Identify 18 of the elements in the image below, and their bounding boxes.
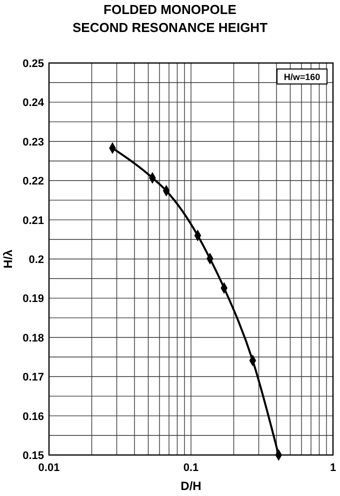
y-tick-label: 0.25 <box>22 58 44 70</box>
y-tick-label: 0.22 <box>22 176 44 188</box>
chart-title: FOLDED MONOPOLE SECOND RESONANCE HEIGHT <box>72 2 268 35</box>
y-tick-label: 0.24 <box>22 97 45 110</box>
y-tick-label: 0.17 <box>22 372 44 384</box>
y-tick-label: 0.19 <box>22 293 44 306</box>
annotation: H/w=160 <box>284 72 320 82</box>
y-tick-label: 0.2 <box>28 254 44 266</box>
y-tick-label: 0.16 <box>22 410 44 423</box>
y-tick-label: 0.23 <box>22 136 44 148</box>
y-tick-label: 0.18 <box>22 332 44 344</box>
x-tick-label: 0.01 <box>38 462 60 474</box>
y-axis-title: H/λ <box>1 249 15 268</box>
y-tick-label: 0.15 <box>22 450 44 462</box>
x-tick-label: 0.1 <box>183 462 199 474</box>
y-tick-label: 0.21 <box>22 214 44 227</box>
x-tick-label: 1 <box>330 462 336 474</box>
x-axis-title: D/H <box>180 479 202 493</box>
